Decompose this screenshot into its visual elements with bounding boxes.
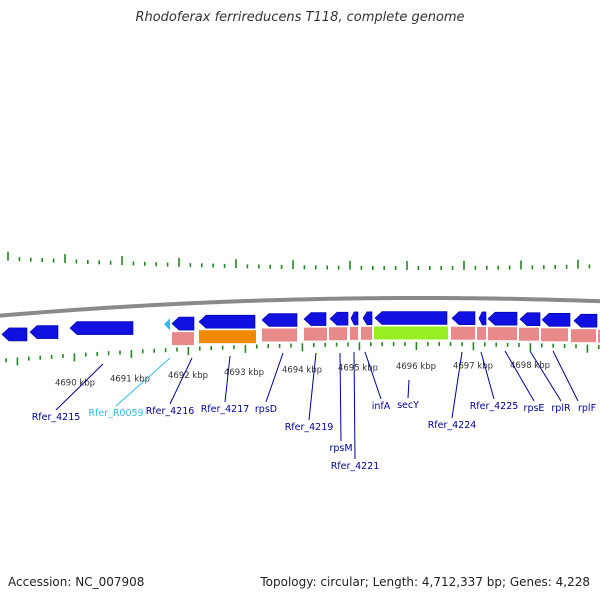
callout-line — [504, 350, 535, 402]
map-title: Rhodoferax ferrireducens T118, complete … — [135, 10, 465, 25]
callout-line — [339, 352, 342, 442]
callout-line — [115, 357, 171, 407]
gene-label: Rfer_4215 — [32, 412, 81, 423]
gene-callouts: Rfer_4215 Rfer_R0059 Rfer_4216 Rfer_4217 rps… — [32, 350, 596, 472]
callout-line — [451, 351, 463, 419]
gene-arrow — [362, 311, 373, 326]
gene-label: rpsM — [329, 443, 352, 454]
gene-arrow — [573, 313, 598, 328]
gene-label: rpsD — [255, 404, 277, 415]
kbp-label: 4691 kbp — [110, 375, 150, 385]
inner-tick-ring — [5, 342, 600, 366]
rna-gene-marker — [164, 318, 170, 331]
gene-label: Rfer_4219 — [285, 422, 334, 433]
gene-label: rplF — [578, 403, 596, 414]
accession-text: Accession: NC_007908 — [8, 575, 145, 589]
gene-arrow — [29, 325, 59, 339]
scale-labels: 4690 kbp 4691 kbp 4692 kbp 4693 kbp 4694 kbp… — [55, 361, 550, 389]
callout-line — [55, 363, 104, 411]
kbp-label: 4692 kbp — [168, 371, 208, 381]
gene-arrow — [478, 311, 487, 326]
gene-arrow — [329, 311, 349, 326]
gene-arrow — [1, 327, 28, 342]
callout-line — [364, 351, 382, 400]
callout-line — [224, 355, 231, 403]
gene-arrow — [171, 316, 195, 331]
cds-band-segment — [361, 326, 372, 340]
gene-arrow — [261, 313, 298, 327]
cds-band-segment — [172, 332, 194, 346]
callout-line — [265, 352, 284, 403]
callout-line — [552, 350, 579, 402]
gene-layer — [1, 311, 598, 342]
cds-band-layer — [172, 326, 600, 346]
callout-line — [308, 352, 317, 421]
gene-label: Rfer_4225 — [470, 401, 519, 412]
cds-band-segment — [571, 329, 596, 343]
callout-line — [480, 351, 495, 400]
callout-line — [169, 357, 193, 405]
cds-band-segment — [350, 326, 358, 340]
cds-band-segment — [598, 329, 600, 343]
callout-line — [353, 351, 356, 460]
cds-band-segment — [541, 328, 568, 342]
kbp-label: 4694 kbp — [282, 365, 322, 375]
cds-band-segment — [519, 327, 539, 341]
gene-label: Rfer_4217 — [201, 404, 250, 415]
gene-arrow — [487, 311, 518, 326]
gene-label: Rfer_R0059 — [88, 408, 143, 419]
gene-label: infA — [372, 401, 391, 412]
gene-label: Rfer_4224 — [428, 420, 477, 431]
cds-band-segment — [329, 327, 347, 341]
kbp-label: 4697 kbp — [453, 361, 493, 371]
gene-label: Rfer_4221 — [331, 461, 380, 472]
callout-line — [529, 350, 562, 402]
backbone-layer — [0, 296, 600, 318]
gene-label: rpsE — [524, 403, 545, 414]
cds-band-segment — [451, 326, 475, 340]
gene-label: secY — [397, 400, 419, 411]
gene-arrow — [374, 311, 448, 325]
gene-arrow — [350, 311, 359, 326]
kbp-label: 4690 kbp — [55, 379, 95, 389]
kbp-label: 4695 kbp — [338, 363, 378, 373]
gene-arrow — [519, 312, 541, 327]
gene-arrow — [303, 312, 327, 326]
genome-summary-text: Topology: circular; Length: 4,712,337 bp… — [260, 575, 590, 589]
cds-band-segment — [199, 330, 256, 344]
gene-arrow — [69, 321, 134, 335]
backbone-arc — [0, 296, 600, 318]
kbp-label: 4698 kbp — [510, 361, 550, 371]
callout-line — [407, 379, 410, 399]
gene-arrow — [451, 311, 476, 326]
cds-band-segment — [374, 326, 448, 340]
cds-band-segment — [488, 327, 517, 341]
gene-arrow — [541, 312, 571, 327]
gene-label: Rfer_4216 — [146, 406, 195, 417]
outer-tick-ring — [7, 251, 600, 270]
kbp-label: 4693 kbp — [224, 368, 264, 378]
cds-band-segment — [262, 328, 297, 342]
cds-band-segment — [477, 326, 486, 340]
gene-label: rplR — [551, 403, 571, 414]
gene-arrow — [198, 314, 256, 329]
kbp-label: 4696 kbp — [396, 362, 436, 372]
cds-band-segment — [304, 327, 327, 341]
